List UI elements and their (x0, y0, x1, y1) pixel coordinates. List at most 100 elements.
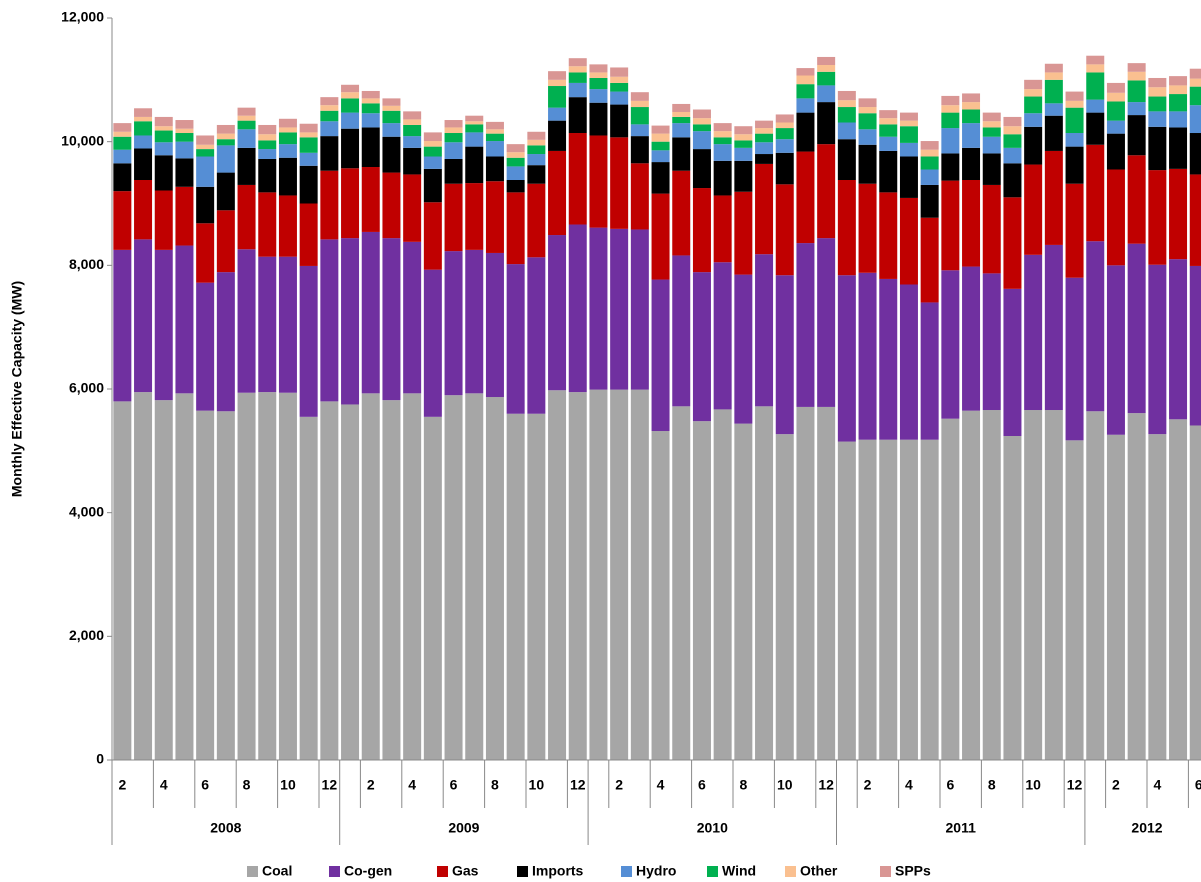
bar-segment (154, 116, 173, 127)
bar-segment (962, 266, 981, 411)
bar-segment (630, 163, 649, 230)
bar-segment (858, 144, 877, 184)
year-label: 2011 (946, 820, 977, 836)
bar-segment (610, 137, 629, 229)
bar-segment (113, 131, 132, 137)
bar-segment (941, 153, 960, 181)
bar-segment (1003, 134, 1022, 148)
bar-segment (879, 439, 898, 760)
bar-segment (465, 393, 484, 760)
bar-segment (237, 249, 256, 393)
bar-segment (879, 110, 898, 119)
legend-swatch (785, 866, 796, 877)
bar-segment (879, 150, 898, 193)
bar-segment (962, 102, 981, 110)
bar-segment (1044, 103, 1063, 116)
bar-segment (134, 135, 153, 149)
bar-segment (982, 127, 1001, 137)
bar-segment (1044, 244, 1063, 411)
bar-segment (796, 406, 815, 760)
bar-segment (1086, 411, 1105, 760)
bar-segment (672, 111, 691, 117)
bar-segment (568, 224, 587, 393)
bar-segment (154, 190, 173, 250)
bar-segment (796, 243, 815, 407)
bar-segment (755, 120, 774, 129)
bar-segment (630, 389, 649, 760)
bar-segment (382, 110, 401, 124)
bar-segment (175, 128, 194, 134)
legend-label: Co-gen (344, 863, 392, 879)
bar-segment (962, 93, 981, 103)
bar-segment (175, 120, 194, 129)
bar-segment (527, 165, 546, 184)
bar-segment (258, 124, 277, 135)
year-label: 2010 (697, 820, 728, 836)
bar-segment (506, 192, 525, 265)
bar-segment (134, 121, 153, 136)
bar-segment (527, 183, 546, 258)
bar-segment (734, 140, 753, 148)
bar-segment (734, 126, 753, 135)
bar-segment (920, 169, 939, 185)
bar-segment (1169, 85, 1188, 95)
legend-label: Wind (722, 863, 756, 879)
bar-segment (837, 122, 856, 140)
y-tick-label: 6,000 (69, 380, 104, 396)
bar-segment (796, 84, 815, 99)
bar-segment (361, 98, 380, 104)
bar-segment (465, 124, 484, 133)
bar-segment (1148, 264, 1167, 435)
year-label: 2009 (448, 820, 479, 836)
y-tick-label: 10,000 (61, 132, 104, 148)
bar-segment (154, 126, 173, 131)
bar-segment (734, 423, 753, 760)
bar-segment (589, 135, 608, 228)
bar-segment (465, 132, 484, 147)
bar-segment (692, 109, 711, 119)
bar-segment (1148, 126, 1167, 171)
bar-segment (134, 148, 153, 181)
bar-segment (1086, 99, 1105, 113)
bar-segment (899, 112, 918, 121)
bar-segment (444, 142, 463, 159)
bar-segment (1044, 410, 1063, 760)
bar-segment (796, 98, 815, 113)
x-tick-label: 4 (905, 777, 913, 793)
bar-segment (423, 202, 442, 270)
bar-segment (1169, 127, 1188, 169)
bar-segment (1189, 133, 1201, 175)
bar-segment (1024, 254, 1043, 411)
bar-segment (341, 98, 360, 113)
bar-segment (1024, 79, 1043, 90)
bar-segment (755, 142, 774, 155)
bar-segment (196, 410, 215, 760)
bar-segment (506, 166, 525, 181)
bar-segment (465, 121, 484, 125)
bar-segment (216, 139, 235, 146)
bar-segment (1189, 105, 1201, 134)
year-label: 2008 (210, 820, 241, 836)
bar-segment (196, 223, 215, 283)
bar-segment (899, 142, 918, 157)
bar-segment (1086, 144, 1105, 242)
bar-segment (879, 118, 898, 125)
bar-segment (361, 127, 380, 168)
x-tick-label: 12 (818, 777, 834, 793)
bar-segment (216, 272, 235, 412)
bar-segment (837, 180, 856, 276)
bar-segment (113, 249, 132, 402)
bar-segment (444, 158, 463, 184)
bar-segment (1024, 164, 1043, 255)
bar-segment (278, 392, 297, 760)
bar-segment (1148, 87, 1167, 97)
bar-segment (879, 124, 898, 137)
x-tick-label: 12 (1067, 777, 1083, 793)
bar-segment (1106, 434, 1125, 760)
bar-segment (610, 67, 629, 77)
bar-segment (485, 156, 504, 182)
bar-segment (361, 90, 380, 99)
bar-segment (258, 140, 277, 150)
x-tick-label: 6 (450, 777, 458, 793)
bar-segment (775, 434, 794, 760)
